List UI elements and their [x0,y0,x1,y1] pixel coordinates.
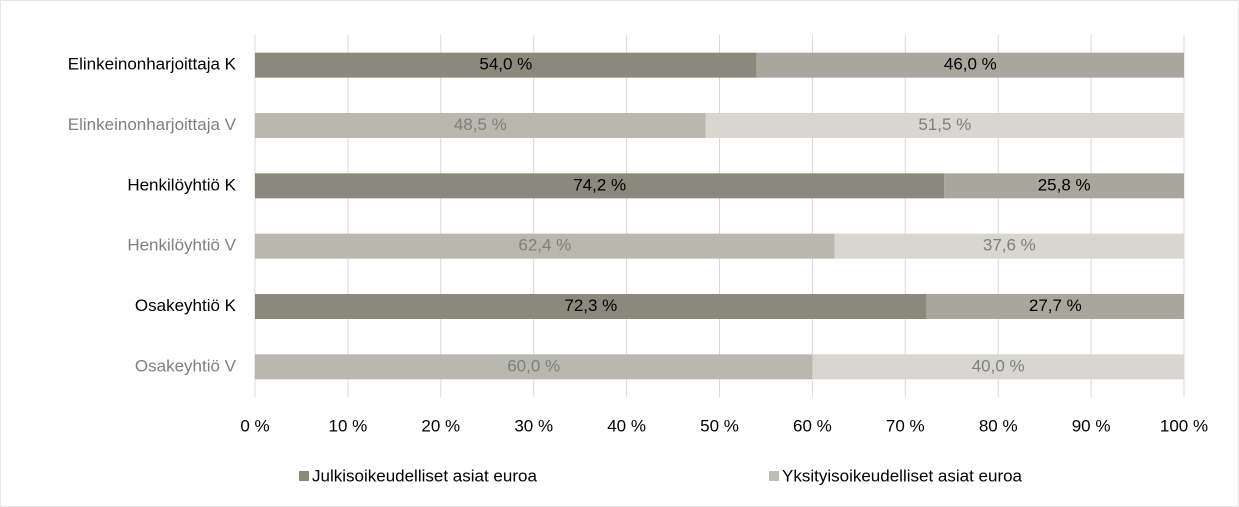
bar-segment [255,52,757,78]
data-label: 48,5 % [454,115,507,134]
x-tick-label: 100 % [1160,416,1208,435]
y-tick-label: Henkilöyhtiö V [127,236,236,255]
data-label: 62,4 % [518,236,571,255]
x-tick-label: 0 % [240,416,269,435]
bar-segment [255,113,706,138]
x-tick-label: 30 % [514,416,553,435]
bar-segment [255,354,813,380]
x-tick-label: 10 % [329,416,368,435]
bar-segment [255,173,945,199]
y-tick-label: Osakeyhtiö V [135,356,237,375]
data-label: 54,0 % [479,55,532,74]
data-label: 37,6 % [983,236,1036,255]
y-tick-label: Osakeyhtiö K [135,296,237,315]
x-tick-label: 70 % [886,416,925,435]
bar-segment [705,113,1184,138]
y-tick-label: Henkilöyhtiö K [127,175,236,194]
bar-segment [926,294,1184,319]
bar-segment [944,173,1184,199]
data-label: 72,3 % [564,296,617,315]
data-label: 27,7 % [1029,296,1082,315]
bar-segment [756,52,1184,78]
bar-segment [812,354,1184,380]
x-tick-label: 20 % [421,416,460,435]
x-tick-label: 60 % [793,416,832,435]
data-label: 46,0 % [944,55,997,74]
y-tick-label: Elinkeinonharjoittaja K [68,55,237,74]
x-tick-label: 80 % [979,416,1018,435]
x-tick-label: 90 % [1072,416,1111,435]
x-tick-label: 50 % [700,416,739,435]
legend-label: Yksityisoikeudelliset asiat euroa [782,466,1023,485]
bar-segment [834,233,1184,259]
data-label: 51,5 % [918,115,971,134]
x-tick-label: 40 % [607,416,646,435]
legend-swatch [769,471,779,481]
data-label: 74,2 % [573,175,626,194]
y-tick-label: Elinkeinonharjoittaja V [68,115,237,134]
data-label: 60,0 % [507,356,560,375]
data-label: 25,8 % [1038,175,1091,194]
bar-segment [255,233,835,259]
legend-label: Julkisoikeudelliset asiat euroa [312,466,537,485]
data-label: 40,0 % [972,356,1025,375]
legend-swatch [299,471,309,481]
bar-segment [255,294,927,319]
